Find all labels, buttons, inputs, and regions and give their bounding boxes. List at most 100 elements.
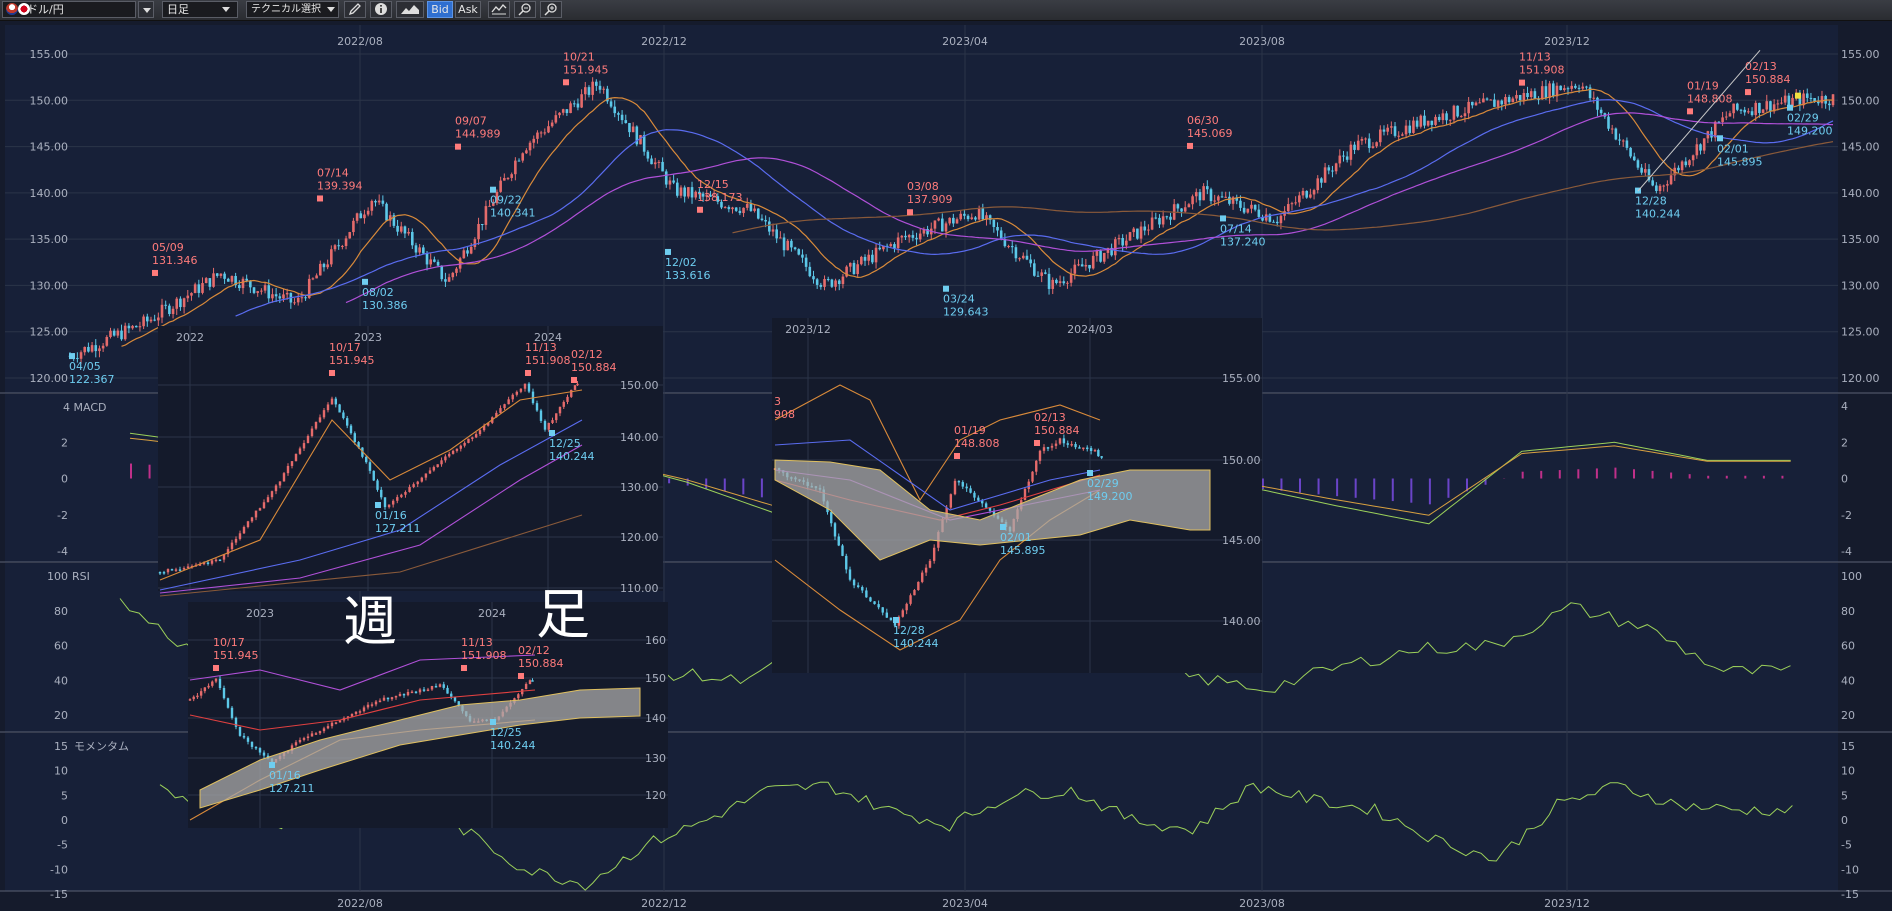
marker-value-label: 150.884 [1745, 73, 1791, 86]
candle-body [911, 235, 915, 238]
inset-candle-body [203, 687, 207, 692]
candle-body [595, 81, 598, 86]
candle-body [238, 285, 241, 289]
inset-candle-body [1074, 444, 1077, 448]
inset-candle-body [246, 521, 250, 528]
inset-candle-body [1082, 447, 1085, 450]
candle-body [1511, 98, 1515, 103]
technical-select[interactable]: テクニカル選択 [246, 1, 339, 18]
candle-body [1802, 93, 1805, 106]
inset-price-label: 145.00 [1222, 534, 1261, 547]
candle-body [444, 279, 447, 282]
inset-candle-body [294, 742, 298, 746]
candle-body [646, 151, 650, 159]
inset-candle-body [551, 420, 554, 423]
candle-body [653, 162, 657, 165]
candle-body [926, 229, 929, 235]
currency-pair-dropdown-button[interactable] [138, 1, 154, 18]
candle-body [1430, 120, 1434, 125]
inset-candle-body [566, 396, 569, 402]
bid-button[interactable]: Bid [427, 1, 453, 18]
high-marker [1687, 108, 1693, 115]
time-axis-label-bottom: 2022/08 [337, 897, 383, 910]
candle-body [1504, 97, 1507, 105]
inset-candle-body [921, 572, 924, 582]
time-axis-label-top: 2022/08 [337, 35, 383, 48]
inset-candle-body [424, 473, 428, 478]
candle-body [433, 259, 436, 262]
candle-body [1658, 185, 1662, 191]
macd-histogram-bar [1373, 478, 1376, 500]
candle-body [1467, 101, 1470, 114]
candle-body [1224, 196, 1228, 198]
chart-area[interactable]: 2022/08 2022/08 2022/12 2022/12 2023/04 2023/… [0, 20, 1892, 911]
inset-candle-body [330, 722, 334, 727]
info-button[interactable] [370, 1, 392, 18]
inset-candle-body [222, 688, 226, 699]
inset-candle-body [961, 482, 964, 487]
candle-body [856, 264, 859, 275]
draw-tool-button[interactable] [344, 1, 366, 18]
inset-candle-body [957, 480, 961, 483]
candle-body [1515, 95, 1518, 99]
inset-candle-body [873, 601, 876, 605]
inset-candle-body [368, 462, 372, 471]
inset-marker-date: 12/25 [490, 726, 522, 739]
inset-candle-body [322, 410, 326, 418]
candle-body [1128, 232, 1132, 241]
inset-candle-body [349, 425, 353, 434]
candle-body [503, 178, 506, 181]
candle-body [1710, 131, 1713, 138]
inset-candle-body [254, 510, 258, 518]
candle-body [363, 214, 366, 219]
marker-value-label: 140.341 [490, 207, 536, 220]
candle-body [1025, 255, 1029, 260]
ask-button[interactable]: Ask [455, 1, 481, 18]
candle-body [709, 194, 712, 197]
inset-time-label: 2024 [534, 331, 562, 344]
technical-dropdown-icon [327, 7, 335, 12]
marker-value-label: 148.808 [1687, 92, 1733, 105]
inset-price-label: 120 [645, 789, 666, 802]
candle-body [120, 330, 123, 340]
candle-body [1805, 93, 1809, 98]
candle-body [753, 208, 756, 211]
macd-histogram-bar [705, 478, 708, 489]
candle-body [1680, 161, 1684, 171]
inset-candle-body [192, 696, 195, 700]
candle-body [812, 276, 815, 280]
candle-body [1169, 216, 1172, 220]
candle-body [171, 308, 175, 314]
inset-candle-body [932, 547, 936, 561]
zoom-in-button[interactable] [540, 1, 562, 18]
candle-body [793, 247, 797, 250]
inset-candle-body [562, 401, 565, 407]
marker-date-label: 09/22 [490, 194, 522, 207]
inset-candle-body [406, 691, 410, 696]
daily-bollinger-upper-line [774, 384, 1101, 502]
candle-body [1816, 101, 1820, 104]
price-axis-label-left: 155.00 [30, 48, 69, 61]
inset-candle-body [174, 569, 178, 571]
period-select[interactable]: 日足 [162, 1, 238, 18]
currency-pair-select[interactable]: ドル/円 [2, 1, 136, 18]
inset-candle-body [226, 698, 230, 708]
candle-body [514, 160, 517, 175]
chart-type-button[interactable] [396, 1, 424, 18]
inset-candle-body [188, 699, 192, 701]
candle-body [1434, 116, 1437, 125]
momentum-axis-label-right: -15 [1841, 888, 1859, 901]
bid-ask-line-button[interactable] [488, 1, 510, 18]
candle-body [190, 293, 193, 296]
inset-candle-body [905, 603, 908, 611]
macd-axis-label-right: -4 [1841, 545, 1852, 558]
inset-candle-body [531, 680, 534, 682]
candle-body [175, 298, 179, 309]
inset-marker-date: 10/17 [329, 341, 361, 354]
marker-date-label: 02/29 [1787, 112, 1819, 125]
candle-body [1761, 109, 1765, 113]
zoom-out-button[interactable] [514, 1, 536, 18]
inset-candle-body [294, 453, 298, 462]
candle-body [1496, 100, 1500, 107]
candle-body [1044, 272, 1047, 274]
